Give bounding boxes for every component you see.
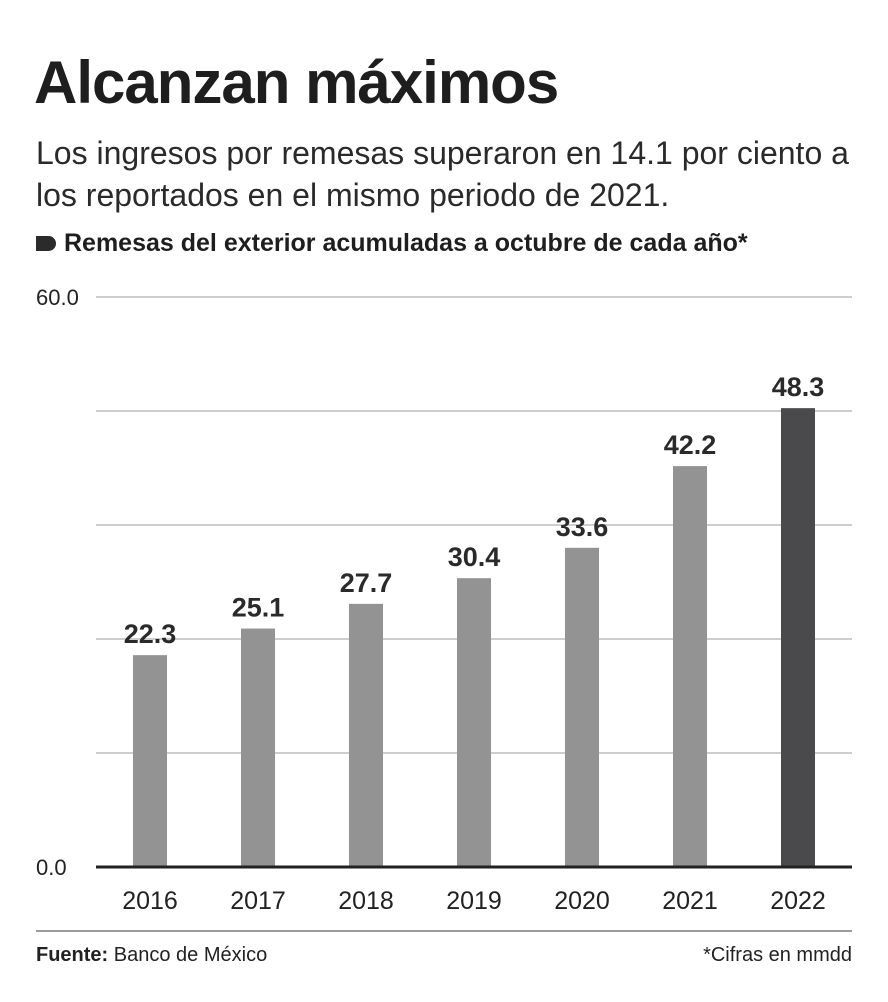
chart-title: Alcanzan máximos — [34, 49, 559, 116]
data-label: 22.3 — [124, 619, 177, 649]
data-label: 27.7 — [340, 568, 393, 598]
x-tick-label: 2021 — [662, 887, 718, 915]
footer-divider — [36, 930, 852, 932]
heading-marker-icon — [36, 236, 56, 251]
bar-2022 — [781, 408, 815, 867]
x-tick-label: 2017 — [230, 887, 286, 915]
data-label: 25.1 — [232, 593, 285, 623]
source-label: Fuente: — [36, 944, 109, 966]
data-label: 30.4 — [448, 542, 501, 572]
y-tick-label: 0.0 — [36, 855, 67, 880]
source-value: Banco de México — [113, 944, 268, 966]
source-credit: Fuente: Banco de México — [36, 944, 267, 967]
bar-2017 — [241, 628, 275, 867]
y-tick-label: 60.0 — [36, 285, 79, 310]
bar-2019 — [457, 578, 491, 867]
bar-2018 — [349, 603, 383, 867]
units-note: *Cifras en mmdd — [703, 944, 852, 966]
chart-heading-text: Remesas del exterior acumuladas a octubr… — [64, 229, 748, 257]
bar-2021 — [673, 466, 707, 867]
x-tick-label: 2022 — [770, 887, 826, 915]
bar-chart: 0.0 60.0 22.3 2016 25.1 2017 27.7 2018 30.4 2019 3… — [36, 285, 852, 915]
bar-2016 — [133, 655, 167, 867]
data-label: 48.3 — [772, 372, 825, 402]
data-label: 33.6 — [556, 512, 609, 542]
x-tick-label: 2018 — [338, 887, 394, 915]
data-label: 42.2 — [664, 430, 717, 460]
x-tick-label: 2020 — [554, 887, 610, 915]
bar-2020 — [565, 547, 599, 867]
chart-heading: Remesas del exterior acumuladas a octubr… — [36, 229, 748, 258]
x-tick-label: 2019 — [446, 887, 502, 915]
chart-subtitle: Los ingresos por remesas superaron en 14… — [36, 135, 849, 213]
x-tick-label: 2016 — [122, 887, 178, 915]
